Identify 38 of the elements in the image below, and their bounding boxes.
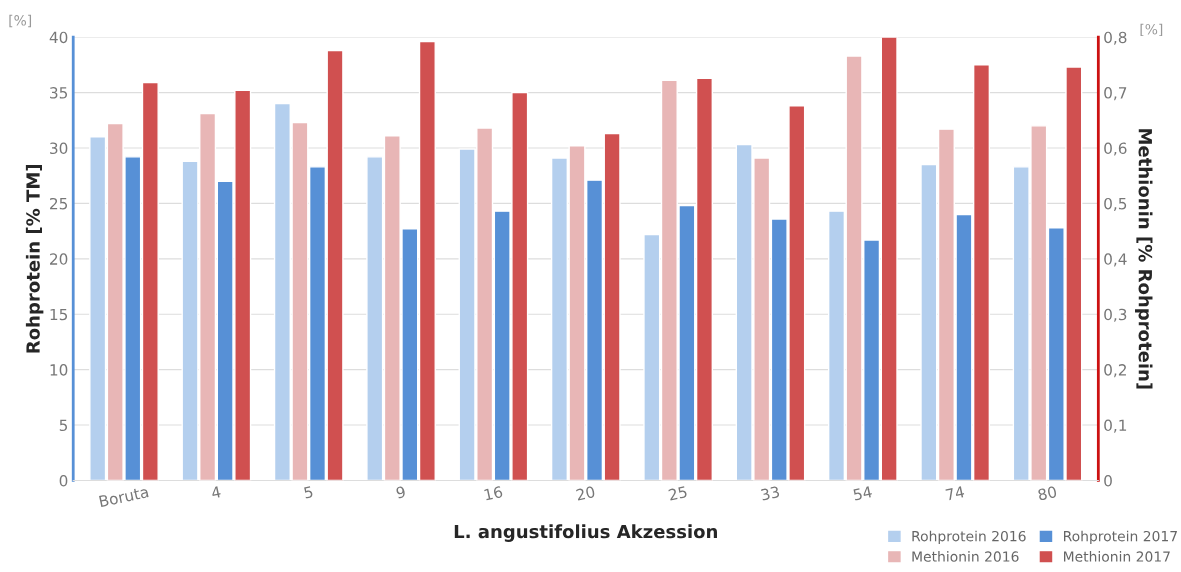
x-axis-title: L. angustifolius Akzession <box>454 524 717 542</box>
y2-tick-label: 0 <box>1104 474 1112 487</box>
y2-axis-title: Methionin [% Rohprotein] <box>1135 129 1153 389</box>
x-tick-label: Boruta <box>99 486 149 508</box>
y-tick-label: 10 <box>50 364 68 376</box>
text: [%] <box>1140 23 1163 37</box>
y-axis-title: Rohprotein [% TM] <box>25 165 44 353</box>
x-tick-label: 16 <box>484 485 503 501</box>
y-tick-label: 5 <box>59 419 68 432</box>
x-tick-label: 9 <box>395 485 406 499</box>
y-tick-label: 0 <box>59 474 68 487</box>
y2-tick-label: 0,5 <box>1104 197 1127 211</box>
y2-tick-label: 0,4 <box>1104 253 1127 267</box>
y2-tick-label: 0,1 <box>1104 419 1127 433</box>
y2-tick-label: 0,8 <box>1104 31 1127 45</box>
y-tick-label: 25 <box>50 197 68 210</box>
y2-tick-label: 0,3 <box>1104 308 1127 322</box>
legend-label: Rohprotein 2017 <box>1064 530 1177 545</box>
y2-tick-label: 0,2 <box>1104 364 1126 378</box>
x-tick-label: 4 <box>210 485 222 499</box>
y-tick-label: 35 <box>50 87 68 99</box>
legend-label: Rohprotein 2016 <box>912 530 1026 545</box>
y-tick-label: 15 <box>50 308 68 321</box>
x-tick-label: 54 <box>853 485 873 501</box>
text: [%] <box>9 14 32 28</box>
x-tick-label: 5 <box>303 486 314 499</box>
y-tick-label: 20 <box>50 253 68 265</box>
x-tick-label: 20 <box>575 485 596 501</box>
x-tick-label: 25 <box>668 485 688 501</box>
y2-tick-label: 0,6 <box>1104 142 1127 156</box>
legend-label: Methionin 2016 <box>912 551 1019 562</box>
x-tick-label: 74 <box>945 485 965 501</box>
y-tick-label: 40 <box>49 31 68 44</box>
y-tick-label: 30 <box>50 142 68 155</box>
x-tick-label: 80 <box>1037 485 1057 501</box>
legend-label: Methionin 2017 <box>1064 551 1170 562</box>
x-tick-label: 33 <box>760 485 780 501</box>
y2-tick-label: 0,7 <box>1104 87 1127 101</box>
